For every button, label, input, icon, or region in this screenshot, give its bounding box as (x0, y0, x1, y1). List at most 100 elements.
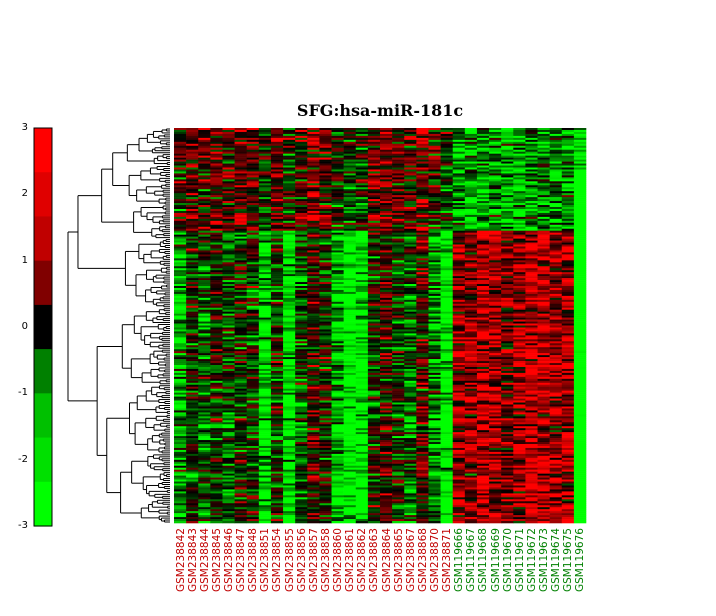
heatmap-cell (222, 278, 235, 281)
heatmap-cell (367, 137, 381, 141)
heatmap-cell (525, 343, 538, 346)
heatmap-cell (198, 258, 211, 261)
heatmap-cell (258, 201, 272, 204)
heatmap-cell (331, 218, 344, 222)
heatmap-cell (452, 368, 466, 372)
heatmap-cell (404, 313, 417, 316)
heatmap-cell (319, 380, 332, 384)
heatmap-cell (174, 317, 187, 320)
heatmap-cell (404, 323, 417, 326)
heatmap-cell (501, 173, 514, 176)
heatmap-cell (246, 177, 260, 180)
heatmap-cell (489, 234, 502, 237)
heatmap-cell (380, 297, 393, 301)
heatmap-cell (489, 224, 502, 228)
heatmap-cell (537, 236, 550, 239)
heatmap-cell (319, 210, 332, 214)
heatmap-cell (295, 260, 308, 263)
heatmap-cell (452, 250, 466, 253)
heatmap-cell (537, 232, 550, 235)
heatmap-cell (464, 228, 478, 231)
heatmap-cell (246, 167, 260, 170)
heatmap-cell (270, 366, 284, 370)
heatmap-cell (343, 268, 357, 271)
heatmap-cell (222, 280, 235, 283)
heatmap-cell (283, 187, 296, 190)
heatmap-cell (283, 129, 296, 133)
heatmap-cell (186, 378, 199, 382)
heatmap-cell (537, 163, 550, 166)
heatmap-cell (513, 287, 526, 291)
heatmap-cell (222, 331, 235, 334)
heatmap-cell (428, 128, 441, 131)
heatmap-cell (440, 193, 454, 196)
heatmap-cell (270, 256, 284, 259)
heatmap-cell (561, 339, 575, 342)
heatmap-cell (404, 327, 417, 330)
heatmap-cell (258, 363, 272, 366)
heatmap-cell (319, 155, 332, 158)
heatmap-cell (501, 276, 514, 279)
heatmap-cell (222, 274, 235, 277)
heatmap-cell (331, 145, 344, 149)
heatmap-cell (222, 299, 235, 303)
heatmap-cell (380, 129, 393, 133)
heatmap-cell (295, 347, 308, 350)
heatmap-cell (404, 380, 417, 384)
heatmap-cell (404, 228, 417, 231)
heatmap-cell (380, 203, 393, 206)
heatmap-cell (186, 262, 199, 265)
heatmap-cell (573, 270, 587, 273)
heatmap-cell (537, 345, 550, 348)
heatmap-cell (380, 167, 393, 170)
heatmap-cell (367, 284, 381, 287)
heatmap-cell (283, 151, 296, 154)
heatmap-cell (440, 361, 454, 364)
heatmap-cell (331, 345, 344, 348)
heatmap-cell (270, 183, 284, 186)
heatmap-cell (270, 370, 284, 374)
heatmap-cell (476, 317, 490, 320)
heatmap-cell (561, 205, 575, 208)
heatmap-cell (234, 380, 248, 384)
heatmap-cell (174, 372, 187, 376)
heatmap-cell (561, 151, 575, 154)
heatmap-cell (525, 270, 538, 273)
heatmap-cell (537, 307, 550, 310)
heatmap-cell (380, 315, 393, 318)
heatmap-cell (355, 147, 369, 151)
heatmap-cell (367, 230, 381, 233)
heatmap-cell (295, 357, 308, 360)
heatmap-cell (476, 222, 490, 226)
heatmap-cell (307, 370, 320, 374)
heatmap-cell (283, 222, 296, 226)
heatmap-cell (476, 163, 490, 166)
heatmap-cell (210, 363, 223, 366)
heatmap-cell (210, 197, 223, 200)
heatmap-cell (549, 143, 563, 147)
heatmap-cell (549, 212, 563, 216)
heatmap-cell (428, 359, 441, 362)
heatmap-cell (452, 376, 466, 380)
heatmap-cell (331, 214, 344, 218)
heatmap-cell (210, 380, 223, 384)
heatmap-cell (343, 256, 357, 259)
heatmap-cell (307, 232, 320, 235)
heatmap-cell (222, 295, 235, 299)
heatmap-cell (331, 153, 344, 156)
heatmap-cell (367, 368, 381, 372)
heatmap-cell (476, 173, 490, 176)
heatmap-cell (428, 214, 441, 218)
heatmap-cell (513, 193, 526, 196)
heatmap-cell (537, 313, 550, 316)
heatmap-cell (416, 128, 429, 131)
heatmap-cell (210, 207, 223, 210)
heatmap-cell (404, 315, 417, 318)
heatmap-cell (295, 171, 308, 174)
heatmap-cell (440, 244, 454, 247)
heatmap-cell (319, 291, 332, 295)
heatmap-cell (234, 171, 248, 174)
heatmap-cell (258, 254, 272, 257)
heatmap-cell (573, 357, 587, 360)
heatmap-cell (573, 155, 587, 158)
